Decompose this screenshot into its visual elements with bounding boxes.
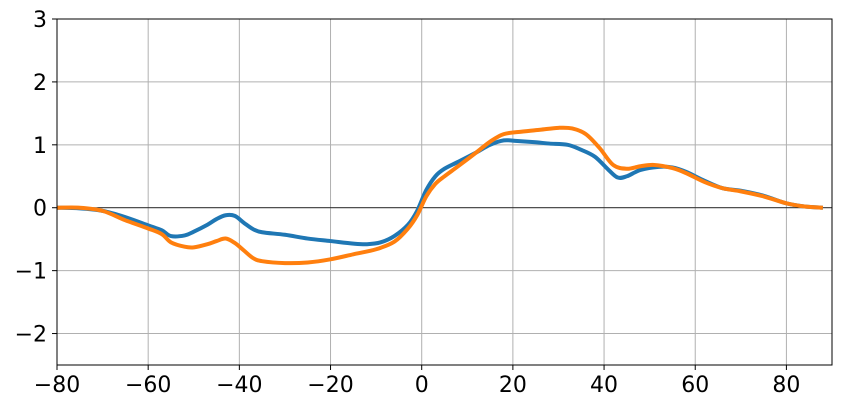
x-tick-label: −40 [216, 373, 262, 398]
y-tick-label: −1 [15, 260, 47, 285]
y-tick-label: 3 [33, 8, 47, 33]
x-tick-label: 40 [590, 373, 618, 398]
plot-frame [56, 18, 833, 366]
series-group [56, 125, 824, 266]
x-tick-label: 20 [499, 373, 527, 398]
y-tick-label: 1 [33, 134, 47, 159]
y-axis-ticks: −2 −1 0 1 2 3 [15, 8, 57, 348]
y-tick-label: 2 [33, 71, 47, 96]
grid [56, 18, 832, 365]
x-tick-label: −60 [125, 373, 171, 398]
series-line-1 [56, 138, 824, 247]
x-tick-label: −80 [34, 373, 80, 398]
x-tick-label: 80 [772, 373, 800, 398]
series-line-2 [56, 125, 824, 266]
x-tick-label: −20 [307, 373, 353, 398]
x-tick-label: 60 [681, 373, 709, 398]
y-tick-label: −2 [15, 323, 47, 348]
y-tick-label: 0 [33, 197, 47, 222]
x-axis-ticks: −80 −60 −40 −20 0 20 40 60 80 [34, 365, 800, 398]
x-tick-label: 0 [415, 373, 429, 398]
